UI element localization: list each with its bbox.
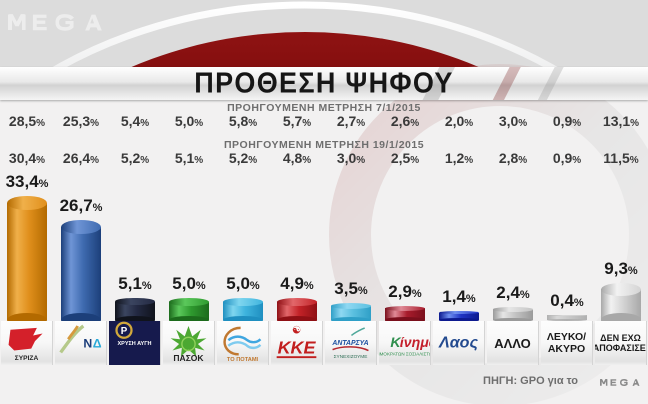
svg-text:☯: ☯ <box>292 326 301 337</box>
svg-text:ΔΗΜΟΚΡΑΤΩΝ ΣΟΣΙΑΛΙΣΤΩΝ: ΔΗΜΟΚΡΑΤΩΝ ΣΟΣΙΑΛΙΣΤΩΝ <box>379 351 430 356</box>
svg-text:ΣΥΡΙΖΑ: ΣΥΡΙΖΑ <box>15 355 39 362</box>
svg-text:Λαος: Λαος <box>438 334 478 352</box>
svg-text:ΑΝΤΑΡΣΥΑ: ΑΝΤΑΡΣΥΑ <box>331 340 368 347</box>
svg-text:ΣΥΝΕΧΙΖΟΥΜΕ: ΣΥΝΕΧΙΖΟΥΜΕ <box>334 354 368 360</box>
svg-text:KKE: KKE <box>278 337 317 357</box>
svg-text:ΤΟ ΠΟΤΑΜΙ: ΤΟ ΠΟΤΑΜΙ <box>227 357 259 363</box>
svg-text:ίνημα: ίνημα <box>400 335 430 351</box>
svg-text:ΠΑΣΟΚ: ΠΑΣΟΚ <box>173 353 204 363</box>
svg-text:Ρ: Ρ <box>121 326 128 337</box>
svg-text:Δ: Δ <box>93 337 102 351</box>
svg-text:N: N <box>83 337 92 351</box>
